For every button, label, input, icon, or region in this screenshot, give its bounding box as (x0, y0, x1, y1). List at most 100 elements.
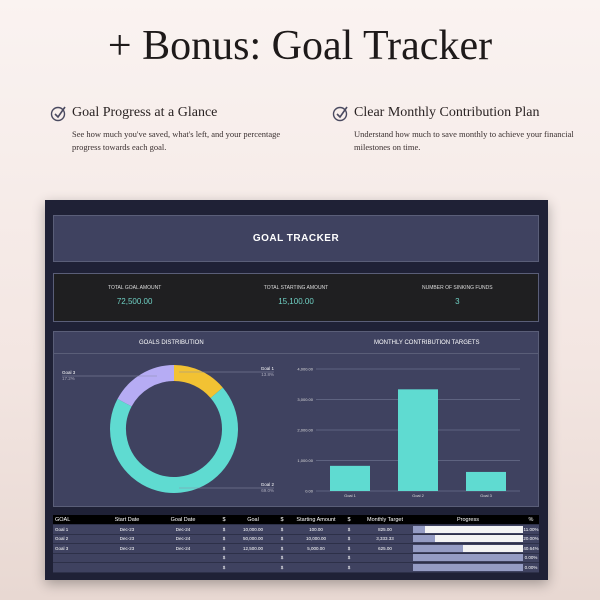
cell-cur3: $ (347, 536, 351, 542)
slice-label: Goal 1 (261, 366, 275, 371)
cell-end: Dec-24 (175, 545, 191, 551)
column-header: $ (347, 516, 351, 523)
stat-value: 15,100.00 (278, 297, 314, 306)
stat-total-starting: TOTAL STARTING AMOUNT 15,100.00 (215, 274, 376, 321)
table-header: GOAL Start Date Goal Date $ Goal $ Starting Am… (53, 515, 539, 525)
cell-cur2: $ (280, 555, 284, 561)
column-header: Start Date (114, 516, 140, 523)
progress-remaining (462, 544, 523, 552)
cell-start: Dec-23 (119, 545, 135, 551)
table-row: $ $ $0.00% (53, 553, 539, 563)
cell-goal: Goal 1 (55, 526, 69, 532)
cell-amount: 10,000.00 (242, 526, 264, 532)
cell-cur2: $ (280, 536, 284, 542)
summary-stats: TOTAL GOAL AMOUNT 72,500.00 TOTAL STARTIN… (53, 273, 539, 322)
cell-pct: 11.00% (523, 526, 539, 532)
stat-label: NUMBER OF SINKING FUNDS (422, 285, 493, 291)
charts-panel: GOALS DISTRIBUTION MONTHLY CONTRIBUTION … (53, 331, 539, 507)
donut-slice (117, 365, 175, 407)
progress-bar (413, 563, 523, 571)
sheet-title: GOAL TRACKER (53, 215, 539, 262)
cell-cur1: $ (222, 564, 226, 570)
slice-percent: 13.8% (261, 372, 274, 377)
stat-total-goal: TOTAL GOAL AMOUNT 72,500.00 (54, 274, 215, 321)
stat-value: 72,500.00 (116, 297, 153, 306)
cell-goal: Goal 3 (55, 545, 69, 551)
column-header: Progress (456, 516, 479, 523)
progress-remaining (425, 525, 523, 533)
progress-remaining (435, 535, 523, 543)
cell-cur2: $ (280, 526, 284, 532)
cell-pct: 0.00% (524, 564, 538, 570)
cell-starting: 10,000.00 (305, 536, 327, 542)
cell-cur3: $ (347, 526, 351, 532)
cell-pct: 40.64% (523, 545, 539, 551)
cell-start: Dec-23 (119, 536, 135, 542)
feature-goal-progress: Goal Progress at a Glance See how much y… (50, 104, 300, 154)
goals-table: GOAL Start Date Goal Date $ Goal $ Starting Am… (53, 515, 539, 573)
cell-cur1: $ (222, 536, 226, 542)
donut-slice (173, 365, 223, 399)
slice-label: Goal 2 (261, 482, 275, 487)
cell-cur2: $ (280, 545, 284, 551)
stat-sinking-funds: NUMBER OF SINKING FUNDS 3 (377, 274, 538, 321)
cell-monthly: 825.00 (378, 526, 392, 532)
y-tick-label: 3,000.00 (297, 397, 313, 402)
feature-monthly-plan: Clear Monthly Contribution Plan Understa… (332, 104, 582, 154)
slice-label: Goal 3 (62, 370, 76, 375)
cell-monthly: 625.00 (378, 545, 392, 551)
feature-description: Understand how much to save monthly to a… (354, 129, 574, 152)
check-circle-icon (50, 106, 66, 122)
y-tick-label: 4,000.00 (297, 367, 313, 372)
cell-cur3: $ (347, 545, 351, 551)
donut-slice (110, 387, 238, 493)
cell-cur1: $ (222, 526, 226, 532)
cell-end: Dec-24 (175, 536, 191, 542)
cell-cur2: $ (280, 564, 284, 570)
column-header: % (528, 516, 534, 523)
x-tick-label: Goal 2 (412, 493, 425, 498)
progress-bar (413, 544, 523, 552)
progress-bar (413, 535, 523, 543)
column-header: $ (222, 516, 226, 523)
stat-label: TOTAL STARTING AMOUNT (263, 285, 329, 291)
cell-end: Dec-24 (175, 526, 191, 532)
x-tick-label: Goal 3 (480, 493, 493, 498)
stat-label: TOTAL GOAL AMOUNT (107, 285, 162, 291)
goals-distribution-chart: Goal 113.8% Goal 269.0% Goal 317.2% (62, 365, 275, 493)
feature-heading: Clear Monthly Contribution Plan (354, 105, 540, 120)
stat-value: 3 (455, 297, 460, 306)
cell-starting: 100.00 (309, 526, 323, 532)
bar (466, 471, 506, 491)
page-title: + Bonus: Goal Tracker (107, 23, 493, 69)
cell-starting: 5,000.00 (307, 545, 325, 551)
cell-amount: 12,500.00 (242, 545, 264, 551)
slice-percent: 17.2% (62, 376, 75, 381)
y-tick-label: 2,000.00 (297, 428, 313, 433)
cell-pct: 20.00% (523, 536, 539, 542)
cell-amount: 50,000.00 (242, 536, 264, 542)
bar (398, 389, 438, 491)
cell-cur1: $ (222, 545, 226, 551)
cell-goal: Goal 2 (55, 536, 69, 542)
table-row: Goal 3 Dec-23 Dec-24 $12,500.00 $5,000.00 $62… (53, 544, 539, 554)
y-tick-label: 0.00 (305, 489, 314, 494)
column-header: Starting Amount (296, 516, 336, 523)
table-row: $ $ $0.00% (53, 563, 539, 573)
column-header: Goal (247, 516, 259, 523)
table-row: Goal 1 Dec-23 Dec-24 $10,000.00 $100.00 $825.… (53, 525, 539, 535)
divider (54, 353, 538, 354)
feature-heading: Goal Progress at a Glance (72, 105, 218, 120)
progress-bar (413, 525, 523, 533)
feature-description: See how much you've saved, what's left, … (72, 129, 281, 152)
goal-tracker-sheet: GOAL TRACKER TOTAL GOAL AMOUNT 72,500.00 … (45, 200, 548, 580)
cell-cur3: $ (347, 555, 351, 561)
monthly-contribution-chart: 0.00 1,000.00 2,000.00 3,000.00 4,000.00 Goal… (297, 367, 520, 498)
cell-pct: 0.00% (524, 555, 538, 561)
cell-cur3: $ (347, 564, 351, 570)
cell-cur1: $ (222, 555, 226, 561)
bar-chart-title: MONTHLY CONTRIBUTION TARGETS (374, 340, 480, 346)
x-tick-label: Goal 1 (344, 493, 357, 498)
column-header: Goal Date (170, 516, 196, 523)
column-header: Monthly Target (367, 516, 403, 523)
